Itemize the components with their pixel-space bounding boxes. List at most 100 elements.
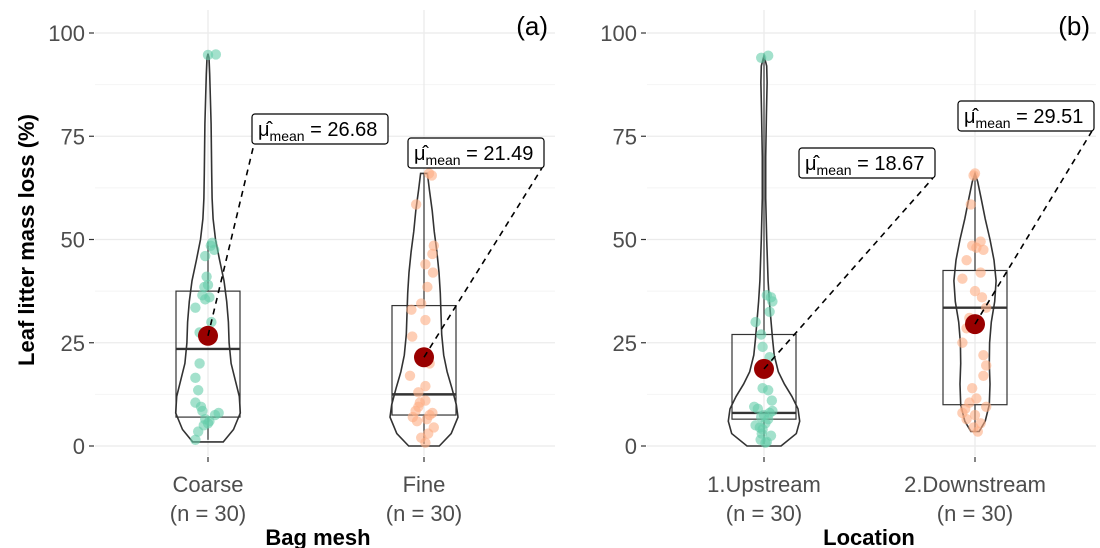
y-axis-title: Leaf litter mass loss (%) xyxy=(14,114,39,366)
data-point xyxy=(969,409,981,421)
x-tick-count: (n = 30) xyxy=(726,501,802,526)
y-tick-label: 0 xyxy=(625,434,637,459)
data-point xyxy=(767,296,778,307)
data-point xyxy=(968,170,979,181)
data-point xyxy=(202,49,214,61)
mean-label: μ̂mean = 29.51 xyxy=(964,106,1083,131)
violin-outline xyxy=(389,172,459,447)
data-point xyxy=(765,430,777,441)
data-point xyxy=(420,259,431,270)
y-tick-label: 25 xyxy=(61,331,85,356)
mean-label-connector xyxy=(423,167,543,358)
data-point xyxy=(420,437,431,448)
data-point xyxy=(208,244,220,256)
data-point xyxy=(978,370,989,381)
data-point xyxy=(411,416,423,427)
data-point xyxy=(957,337,968,348)
data-point xyxy=(197,405,208,417)
data-point xyxy=(406,304,417,315)
x-tick-count: (n = 30) xyxy=(937,501,1013,526)
data-point xyxy=(969,285,981,297)
mean-label-box xyxy=(407,137,545,169)
data-point xyxy=(200,250,211,262)
panel-b: 0 25 50 75 100 μ̂mean = 18.67 1.Upstream (n = 3… xyxy=(600,10,1096,548)
group-fine: μ̂mean = 21.49 xyxy=(389,137,545,448)
panel-a: 0 25 50 75 100 μ̂mean = 26.68 Coarse (n = 30) μ̂… xyxy=(14,10,555,548)
data-point xyxy=(422,281,433,293)
data-point xyxy=(961,254,972,266)
y-tick-label: 100 xyxy=(48,21,85,46)
mean-label: μ̂mean = 21.49 xyxy=(414,143,533,168)
data-point xyxy=(201,271,212,282)
data-point xyxy=(978,349,989,361)
y-tick-label: 75 xyxy=(61,124,85,149)
data-point xyxy=(193,385,204,396)
x-tick-count: (n = 30) xyxy=(170,501,246,526)
mean-label-box xyxy=(957,100,1095,132)
data-point xyxy=(981,360,992,371)
data-point xyxy=(428,240,439,251)
data-point xyxy=(413,387,424,398)
data-point xyxy=(427,267,439,278)
iqr-box xyxy=(942,269,1008,406)
data-point xyxy=(194,358,205,369)
data-point xyxy=(957,273,968,284)
data-point xyxy=(190,372,201,384)
data-point xyxy=(965,199,976,210)
data-point xyxy=(981,401,992,412)
data-point xyxy=(975,267,986,278)
data-point xyxy=(200,294,211,305)
data-point xyxy=(190,434,201,446)
data-point xyxy=(764,306,775,317)
x-tick-label: 2.Downstream xyxy=(904,472,1046,497)
data-point xyxy=(750,316,761,328)
x-axis-title: Location xyxy=(823,525,915,548)
x-tick-label: Fine xyxy=(403,472,446,497)
data-point xyxy=(420,314,431,326)
data-point xyxy=(756,52,767,63)
data-point xyxy=(427,248,438,260)
x-tick-label: Coarse xyxy=(173,472,244,497)
data-point xyxy=(972,426,983,437)
data-point xyxy=(199,281,210,293)
group-1-upstream: μ̂mean = 18.67 xyxy=(727,50,936,448)
y-tick-label: 50 xyxy=(61,228,85,253)
panel-tag: (b) xyxy=(1058,11,1090,41)
data-point xyxy=(760,437,771,448)
data-point xyxy=(763,385,774,396)
data-point xyxy=(976,292,988,303)
mean-label-box xyxy=(798,147,936,179)
data-point xyxy=(190,302,201,313)
data-point xyxy=(967,382,978,394)
data-point xyxy=(426,170,438,181)
group-2-downstream: μ̂mean = 29.51 xyxy=(942,100,1095,437)
group-coarse: μ̂mean = 26.68 xyxy=(174,49,389,446)
data-point xyxy=(757,341,768,353)
data-point xyxy=(766,395,778,406)
data-point xyxy=(978,244,989,256)
mean-label-connector xyxy=(974,130,1093,325)
x-tick-label: 1.Upstream xyxy=(707,472,821,497)
y-tick-label: 0 xyxy=(73,434,85,459)
data-point xyxy=(420,380,431,392)
x-tick-count: (n = 30) xyxy=(386,501,462,526)
data-point xyxy=(416,298,427,309)
y-tick-label: 100 xyxy=(600,21,637,46)
mean-label-connector xyxy=(763,177,934,370)
y-tick-label: 75 xyxy=(613,124,637,149)
data-point xyxy=(410,199,422,210)
data-point xyxy=(756,329,767,340)
x-axis-title: Bag mesh xyxy=(265,525,370,548)
gridlines xyxy=(95,10,555,456)
y-tick-label: 25 xyxy=(613,331,637,356)
data-point xyxy=(407,331,418,342)
data-point xyxy=(193,426,204,437)
data-point xyxy=(210,49,222,60)
data-point xyxy=(421,413,432,425)
data-point xyxy=(404,370,416,381)
gridlines xyxy=(647,10,1096,456)
mean-label-box xyxy=(251,113,389,145)
y-tick-label: 50 xyxy=(613,228,637,253)
panel-tag: (a) xyxy=(516,11,548,41)
